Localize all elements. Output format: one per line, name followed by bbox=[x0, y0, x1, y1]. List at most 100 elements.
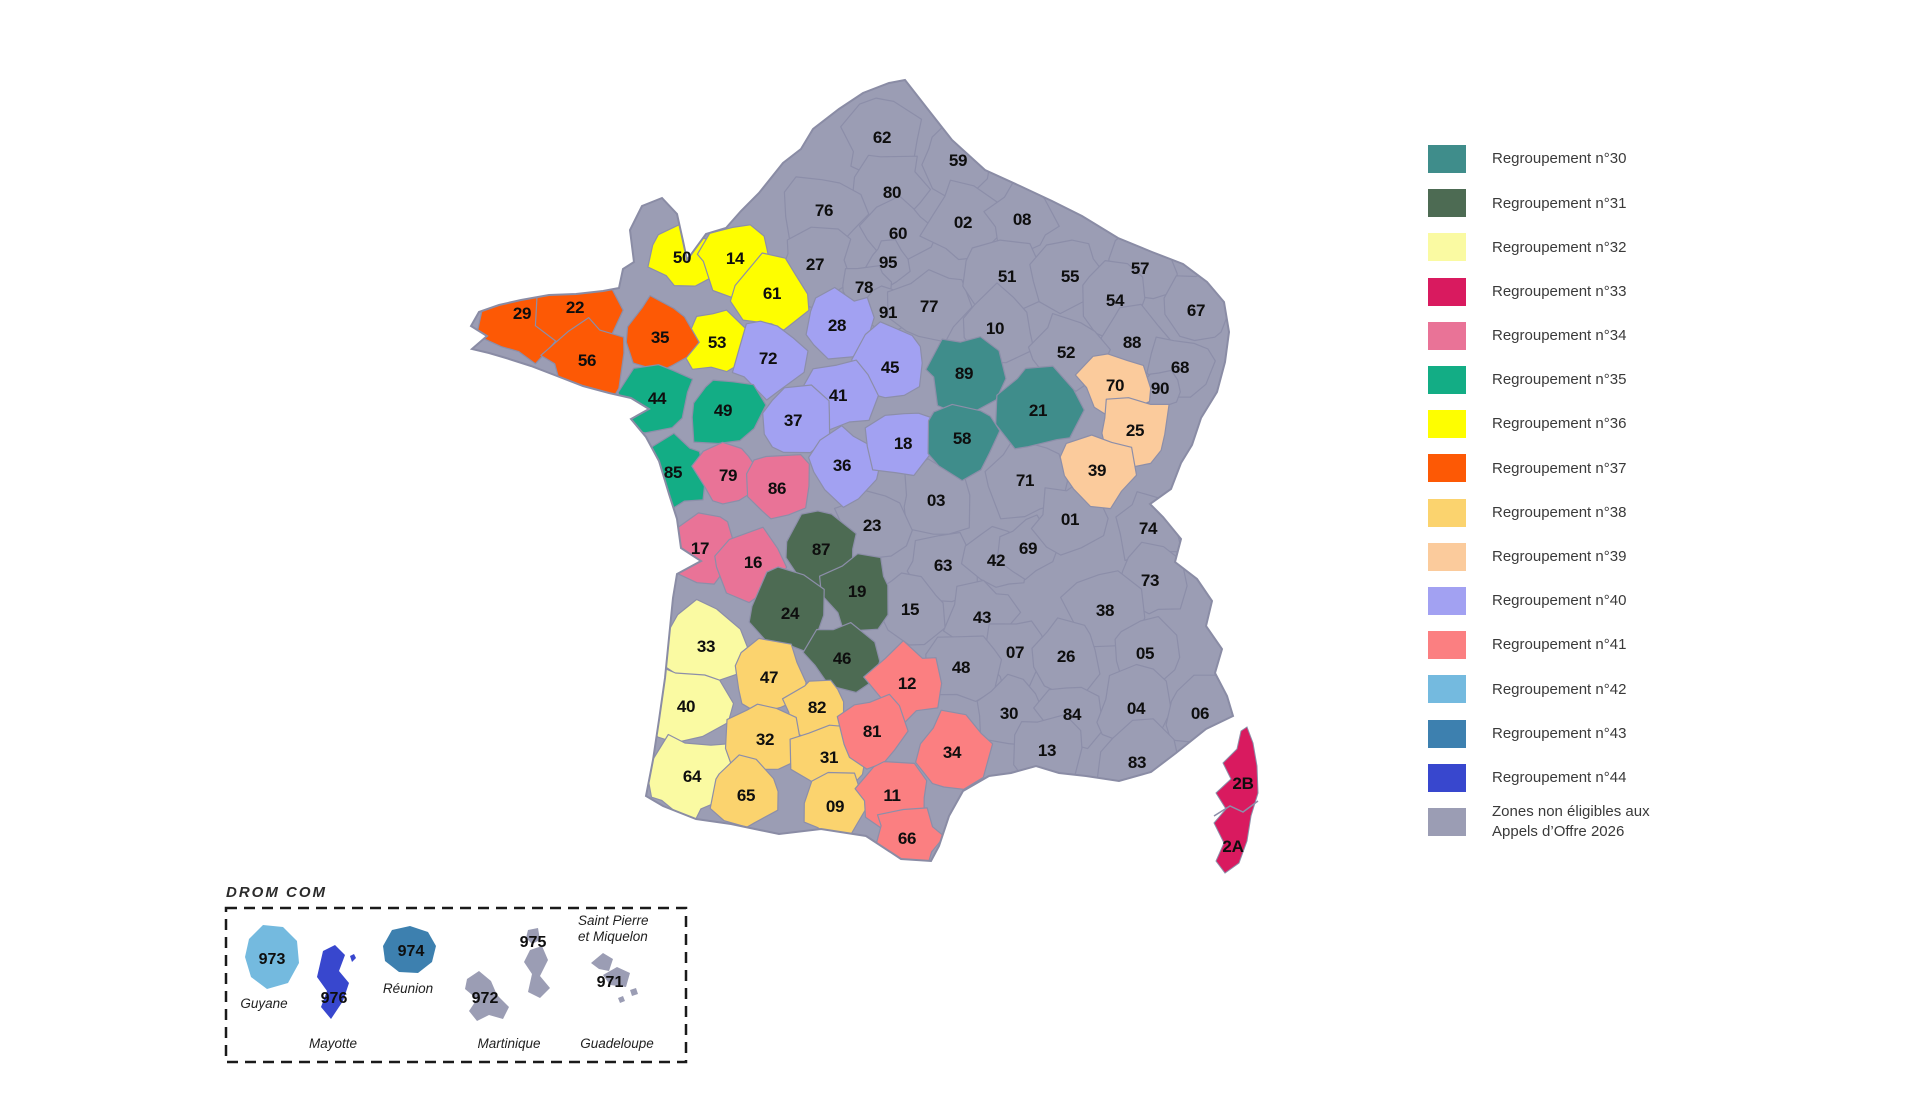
territory-code-976: 976 bbox=[321, 990, 348, 1007]
dept-label-49: 49 bbox=[714, 401, 732, 420]
dept-label-63: 63 bbox=[934, 556, 952, 575]
dept-26 bbox=[1031, 617, 1101, 695]
legend-item-g42: Regroupement n°42 bbox=[1428, 667, 1728, 711]
dept-label-26: 26 bbox=[1057, 647, 1075, 666]
territory-code-973: 973 bbox=[259, 951, 286, 968]
territory-974 bbox=[383, 926, 436, 973]
legend-item-g31: Regroupement n°31 bbox=[1428, 181, 1728, 225]
legend-label: Regroupement n°40 bbox=[1492, 592, 1627, 610]
dept-label-39: 39 bbox=[1088, 461, 1106, 480]
department-cells bbox=[476, 97, 1233, 861]
dept-21 bbox=[995, 365, 1085, 450]
territory-code-975: 975 bbox=[520, 934, 547, 951]
legend-label: Regroupement n°42 bbox=[1492, 680, 1627, 698]
legend-swatch-g32 bbox=[1428, 233, 1466, 262]
dept-label-71: 71 bbox=[1016, 471, 1034, 490]
legend-item-g36: Regroupement n°36 bbox=[1428, 402, 1728, 446]
dept-65 bbox=[709, 754, 779, 828]
dept-label-48: 48 bbox=[952, 658, 970, 677]
legend-label: Regroupement n°30 bbox=[1492, 150, 1627, 168]
dept-label-47: 47 bbox=[760, 668, 778, 687]
dept-label-95: 95 bbox=[879, 253, 897, 272]
dept-label-10: 10 bbox=[986, 319, 1004, 338]
dept-label-81: 81 bbox=[863, 722, 881, 741]
dept-32 bbox=[724, 703, 805, 771]
dept-label-15: 15 bbox=[901, 600, 919, 619]
dept-label-31: 31 bbox=[820, 748, 838, 767]
legend-swatch-g35 bbox=[1428, 366, 1466, 395]
legend-swatch-g39 bbox=[1428, 542, 1466, 571]
legend-item-na: Zones non éligibles aux Appels d’Offre 20… bbox=[1428, 800, 1728, 844]
dept-label-54: 54 bbox=[1106, 291, 1125, 310]
legend-item-g33: Regroupement n°33 bbox=[1428, 270, 1728, 314]
legend-label: Regroupement n°39 bbox=[1492, 548, 1627, 566]
dept-label-17: 17 bbox=[691, 539, 709, 558]
territory-name-973: Guyane bbox=[240, 996, 287, 1011]
legend-swatch-g42 bbox=[1428, 675, 1466, 704]
corsica-divider bbox=[1213, 800, 1259, 817]
territory-name-975: Saint Pierre et Miquelon bbox=[578, 913, 649, 944]
dept-label-40: 40 bbox=[677, 697, 695, 716]
dept-label-70: 70 bbox=[1106, 376, 1124, 395]
corsica-silhouette bbox=[1213, 726, 1259, 874]
dept-19 bbox=[818, 553, 889, 633]
dept-label-57: 57 bbox=[1131, 259, 1149, 278]
dept-label-61: 61 bbox=[763, 284, 781, 303]
dept-label-80: 80 bbox=[883, 183, 901, 202]
dept-label-78: 78 bbox=[855, 278, 873, 297]
drom-shapes bbox=[245, 925, 638, 1021]
territory-code-974: 974 bbox=[398, 943, 425, 960]
dept-label-84: 84 bbox=[1063, 705, 1082, 724]
dept-label-53: 53 bbox=[708, 333, 726, 352]
dept-72 bbox=[731, 320, 809, 401]
department-labels: 62 59 80 76 60 02 08 27 95 78 91 77 51 55 57 54 67 88 6890… bbox=[513, 128, 1254, 856]
dept-36 bbox=[807, 425, 882, 508]
legend-item-g30: Regroupement n°30 bbox=[1428, 137, 1728, 181]
dept-label-33: 33 bbox=[697, 637, 715, 656]
dept-label-64: 64 bbox=[683, 767, 702, 786]
dept-label-13: 13 bbox=[1038, 741, 1056, 760]
dept-label-73: 73 bbox=[1141, 571, 1159, 590]
dept-label-29: 29 bbox=[513, 304, 531, 323]
dept-label-85: 85 bbox=[664, 463, 682, 482]
legend-item-g38: Regroupement n°38 bbox=[1428, 491, 1728, 535]
dept-label-21: 21 bbox=[1029, 401, 1047, 420]
dept-label-08: 08 bbox=[1013, 210, 1031, 229]
dept-label-22: 22 bbox=[566, 298, 584, 317]
dept-label-16: 16 bbox=[744, 553, 762, 572]
legend-label: Regroupement n°36 bbox=[1492, 415, 1627, 433]
legend-label: Regroupement n°43 bbox=[1492, 724, 1627, 742]
legend-label: Regroupement n°31 bbox=[1492, 194, 1627, 212]
legend-item-g32: Regroupement n°32 bbox=[1428, 225, 1728, 269]
legend-swatch-g38 bbox=[1428, 498, 1466, 527]
dept-label-07: 07 bbox=[1006, 643, 1024, 662]
legend-item-g41: Regroupement n°41 bbox=[1428, 623, 1728, 667]
dept-12 bbox=[863, 640, 943, 727]
dept-label-50: 50 bbox=[673, 248, 691, 267]
territory-name-976: Mayotte bbox=[309, 1036, 357, 1051]
dept-label-69: 69 bbox=[1019, 539, 1037, 558]
territory-code-972: 972 bbox=[472, 990, 499, 1007]
dept-label-35: 35 bbox=[651, 328, 669, 347]
legend-label: Regroupement n°33 bbox=[1492, 282, 1627, 300]
legend-label: Regroupement n°41 bbox=[1492, 636, 1627, 654]
legend-item-g34: Regroupement n°34 bbox=[1428, 314, 1728, 358]
dept-label-51: 51 bbox=[998, 267, 1016, 286]
dept-label-34: 34 bbox=[943, 743, 962, 762]
dept-label-01: 01 bbox=[1061, 510, 1079, 529]
legend-item-g44: Regroupement n°44 bbox=[1428, 756, 1728, 800]
dept-label-76: 76 bbox=[815, 201, 833, 220]
legend-item-g43: Regroupement n°43 bbox=[1428, 711, 1728, 755]
dept-label-72: 72 bbox=[759, 349, 777, 368]
territory-973 bbox=[245, 925, 299, 989]
dept-86 bbox=[745, 454, 810, 520]
dept-label-43: 43 bbox=[973, 608, 991, 627]
dept-label-66: 66 bbox=[898, 829, 916, 848]
dept-label-55: 55 bbox=[1061, 267, 1079, 286]
dept-label-65: 65 bbox=[737, 786, 755, 805]
legend: Regroupement n°30 Regroupement n°31 Regrou… bbox=[1428, 137, 1728, 844]
dept-label-74: 74 bbox=[1139, 519, 1158, 538]
legend-label: Regroupement n°32 bbox=[1492, 238, 1627, 256]
dept-label-68: 68 bbox=[1171, 358, 1189, 377]
